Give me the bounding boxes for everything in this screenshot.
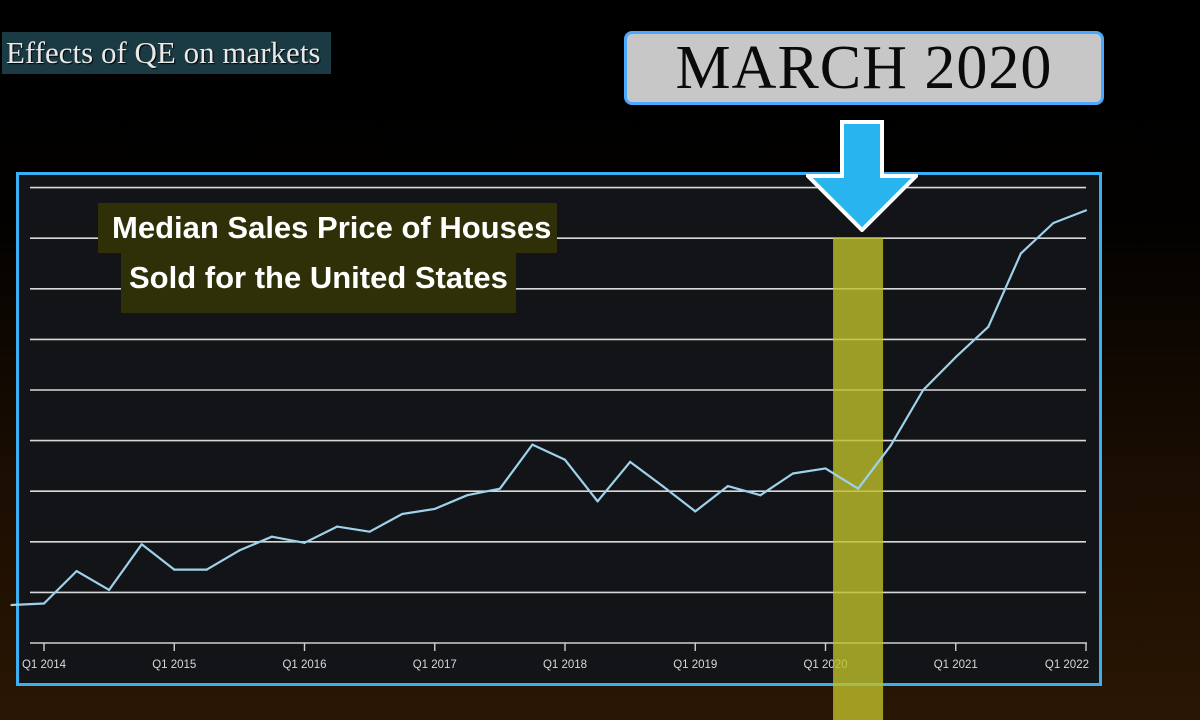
data-point	[10, 603, 13, 607]
x-tick-label: Q1 2018	[543, 659, 587, 671]
x-tick-label: Q1 2021	[934, 659, 978, 671]
data-point	[1084, 209, 1088, 212]
data-point	[563, 458, 567, 461]
data-point	[270, 535, 274, 538]
date-callout: MARCH 2020	[624, 31, 1104, 105]
data-point	[922, 388, 925, 392]
data-point	[531, 443, 534, 446]
data-point	[791, 472, 795, 475]
data-point	[596, 500, 599, 503]
data-point	[466, 494, 469, 497]
data-point	[303, 541, 306, 544]
data-point	[75, 570, 78, 573]
x-tick-label: Q1 2014	[22, 659, 67, 671]
data-point	[42, 602, 46, 605]
data-point	[368, 530, 371, 533]
data-point	[335, 525, 339, 528]
data-point	[987, 325, 990, 328]
data-point	[108, 588, 111, 591]
data-point	[205, 568, 208, 571]
x-tick-label: Q1 2017	[413, 659, 457, 671]
data-point	[726, 485, 729, 488]
data-point	[694, 510, 697, 513]
data-point	[759, 494, 762, 497]
gridlines	[30, 186, 1086, 594]
price-line-series	[10, 209, 1088, 607]
x-tick-label: Q1 2022	[1045, 659, 1089, 671]
data-point	[889, 444, 892, 447]
data-point	[824, 467, 827, 470]
data-point	[238, 549, 241, 552]
data-point	[661, 485, 664, 488]
data-point	[856, 487, 860, 490]
chart-title-line1: Median Sales Price of Houses	[98, 203, 558, 253]
down-arrow-icon	[806, 120, 918, 232]
data-point	[629, 460, 632, 463]
data-point	[954, 356, 957, 359]
x-tick-label: Q1 2016	[282, 659, 326, 671]
data-point	[1019, 252, 1022, 255]
data-point	[1052, 221, 1055, 225]
chart-svg: Q1 2014 Q1 2015 Q1 2016 Q1 2017 Q1 2018 Q1 20…	[10, 186, 1089, 720]
data-point	[433, 507, 436, 511]
data-point	[173, 568, 176, 571]
data-point	[401, 512, 404, 516]
chart-title-line2: Sold for the United States	[121, 253, 516, 313]
data-point	[498, 487, 501, 490]
x-tick-label: Q1 2019	[673, 659, 717, 671]
series-line	[11, 209, 1087, 607]
x-axis: Q1 2014 Q1 2015 Q1 2016 Q1 2017 Q1 2018 Q1 20…	[22, 642, 1089, 671]
x-tick-label: Q1 2015	[152, 659, 196, 671]
video-caption: Effects of QE on markets	[2, 32, 331, 74]
data-point	[140, 543, 143, 546]
